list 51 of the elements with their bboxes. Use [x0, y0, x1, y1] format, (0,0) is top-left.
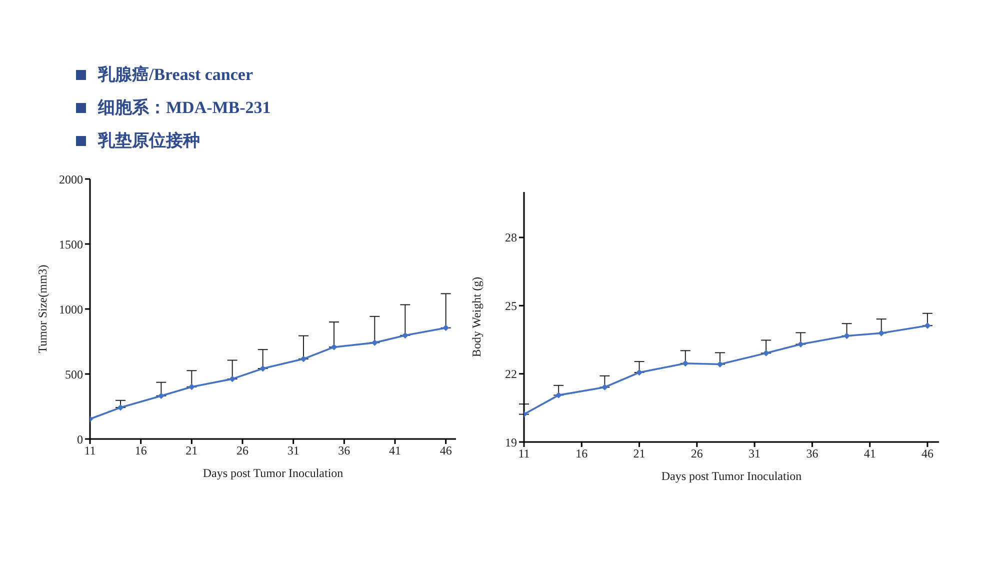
x-axis-title: Days post Tumor Inoculation [661, 469, 802, 483]
point [117, 404, 124, 411]
point [601, 384, 608, 390]
x-tick-label: 41 [864, 446, 876, 461]
x-tick-label: 16 [576, 446, 588, 461]
x-tick-label: 21 [633, 446, 646, 461]
y-tick-label: 0 [77, 432, 83, 446]
y-axis-title: Body Weight (g) [469, 276, 484, 358]
x-axis-title: Days post Tumor Inoculation [202, 466, 344, 480]
x-tick-label: 26 [236, 444, 248, 458]
y-tick-label: 28 [505, 230, 517, 245]
point [442, 324, 450, 332]
x-tick-label: 31 [748, 446, 761, 461]
text: 细胞系：MDA-MB-231 [98, 97, 271, 119]
point [924, 322, 931, 329]
x-tick-label: 11 [518, 446, 530, 461]
x-tick-label: 46 [921, 446, 934, 461]
point [158, 392, 164, 400]
point [402, 332, 408, 339]
point [229, 376, 236, 382]
point [371, 339, 378, 346]
point [878, 330, 885, 336]
y-tick-label: 1000 [59, 302, 83, 316]
y-tick-label: 1500 [59, 237, 83, 252]
x-tick-label: 21 [186, 444, 198, 458]
y-axis-title: Tumor Size(mm3) [35, 264, 50, 354]
point [682, 360, 689, 367]
point [762, 350, 770, 356]
point [844, 332, 850, 340]
x-tick-label: 31 [287, 444, 300, 458]
point [188, 384, 195, 390]
y-tick-label: 2000 [59, 172, 83, 186]
x-tick-label: 36 [338, 444, 350, 458]
point [330, 344, 338, 350]
x-tick-label: 16 [134, 444, 147, 458]
x-tick-label: 46 [440, 444, 452, 458]
point [636, 369, 642, 376]
point [555, 392, 562, 398]
point [300, 356, 307, 362]
text: 乳腺癌/Breast cancer [98, 64, 254, 86]
x-tick-label: 41 [389, 444, 401, 458]
y-tick-label: 19 [505, 435, 517, 450]
y-tick-label: 22 [505, 367, 517, 382]
y-tick-label: 500 [65, 367, 83, 382]
point [260, 365, 266, 372]
x-tick-label: 36 [806, 446, 818, 461]
text: 乳垫原位接种 [98, 130, 200, 152]
y-tick-label: 25 [505, 298, 517, 313]
x-tick-label: 11 [84, 444, 96, 458]
x-tick-label: 26 [690, 446, 703, 461]
point [797, 341, 804, 348]
